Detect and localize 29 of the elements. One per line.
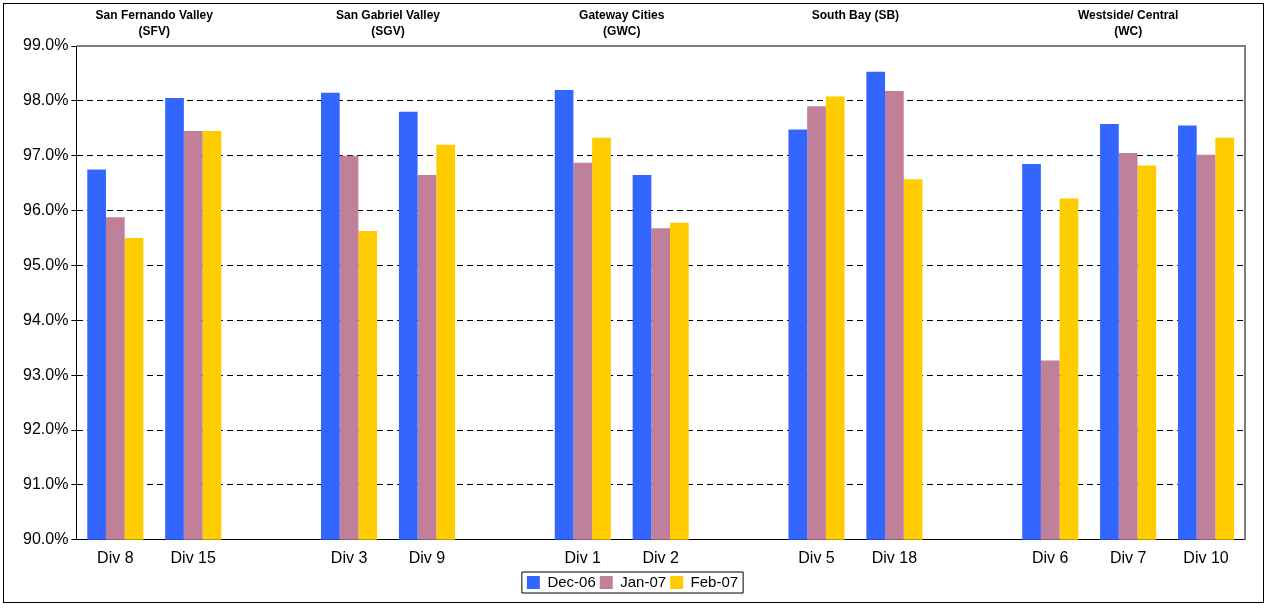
y-tick-label: 93.0% xyxy=(22,365,69,383)
legend-label: Dec-06 xyxy=(547,572,596,590)
y-tick-label: 96.0% xyxy=(22,201,69,219)
x-tick-label: Div 6 xyxy=(1032,548,1069,566)
y-tick-label: 95.0% xyxy=(22,255,69,273)
text: Westside/ Central (WC) xyxy=(1077,8,1179,39)
x-tick-label: Div 8 xyxy=(97,548,134,566)
text: San Gabriel Valley (SGV) xyxy=(335,8,441,39)
y-tick-label: 99.0% xyxy=(22,36,69,54)
y-tick-label: 92.0% xyxy=(22,420,69,438)
x-tick-label: Div 9 xyxy=(408,548,446,566)
y-tick-label: 94.0% xyxy=(22,310,69,328)
x-tick-label: Div 10 xyxy=(1183,548,1229,566)
x-tick-label: Div 18 xyxy=(871,548,918,566)
legend-label: Jan-07 xyxy=(620,572,667,590)
text: San Fernando Valley (SFV) xyxy=(95,8,214,39)
x-tick-label: Div 2 xyxy=(642,548,680,566)
legend-label: Feb-07 xyxy=(690,572,739,590)
y-tick-label: 90.0% xyxy=(22,530,69,548)
x-tick-label: Div 1 xyxy=(564,548,602,566)
x-tick-label: Div 3 xyxy=(330,548,368,566)
y-tick-label: 91.0% xyxy=(22,475,69,493)
x-tick-label: Div 7 xyxy=(1109,548,1147,566)
text: Gateway Cities (GWC) xyxy=(579,8,665,39)
text: South Bay (SB) xyxy=(811,8,900,23)
y-tick-label: 97.0% xyxy=(22,146,69,164)
x-tick-label: Div 15 xyxy=(170,548,216,566)
y-tick-label: 98.0% xyxy=(22,91,69,109)
x-tick-label: Div 5 xyxy=(798,548,835,566)
